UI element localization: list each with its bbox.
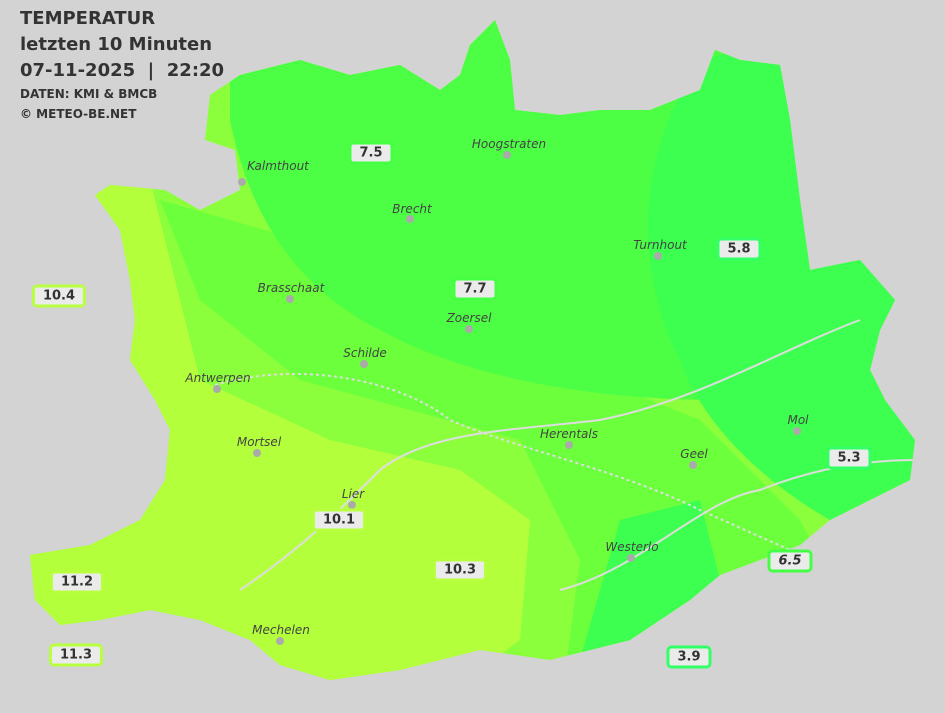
city-label: Mortsel — [236, 435, 282, 449]
city-dot — [276, 637, 284, 645]
temperature-reading[interactable]: 10.1 — [311, 508, 367, 532]
city-dot — [503, 151, 511, 159]
city-dot — [238, 178, 246, 186]
temperature-reading[interactable]: 3.9 — [666, 645, 712, 669]
temperature-reading[interactable]: 10.3 — [432, 558, 488, 582]
city-label: Schilde — [343, 346, 387, 360]
city-dot — [406, 215, 414, 223]
data-source: DATEN: KMI & BMCB — [20, 87, 158, 101]
city-dot — [654, 252, 662, 260]
city-label: Antwerpen — [185, 371, 251, 385]
city-label: Herentals — [540, 427, 598, 441]
city-label: Geel — [680, 447, 708, 461]
map-subtitle: letzten 10 Minuten — [20, 34, 213, 55]
city-label: Brecht — [392, 202, 432, 216]
city-dot — [286, 295, 294, 303]
city-label: Kalmthout — [247, 159, 309, 173]
city-dot — [253, 449, 261, 457]
temperature-reading[interactable]: 5.8 — [716, 237, 762, 261]
city-label: Mol — [787, 413, 809, 427]
temperature-reading[interactable]: 6.5 — [767, 549, 813, 573]
city-label: Mechelen — [252, 623, 310, 637]
city-label: Westerlo — [605, 540, 659, 554]
temperature-reading[interactable]: 7.5 — [348, 141, 394, 165]
city-dot — [627, 554, 635, 562]
city-dot — [360, 360, 368, 368]
city-dot — [565, 441, 573, 449]
temperature-reading[interactable]: 10.4 — [31, 284, 87, 308]
map-datetime: 07-11-2025 | 22:20 — [20, 60, 225, 81]
temperature-reading[interactable]: 7.7 — [452, 277, 498, 301]
temperature-reading[interactable]: 11.2 — [49, 570, 105, 594]
city-label: Zoersel — [446, 311, 492, 325]
city-label: Brasschaat — [257, 281, 325, 295]
city-dot — [689, 461, 697, 469]
city-label: Lier — [341, 487, 365, 501]
city-dot — [348, 501, 356, 509]
map-title: TEMPERATUR — [20, 8, 156, 29]
city-label: Turnhout — [633, 238, 687, 252]
city-label: Hoogstraten — [471, 137, 547, 151]
city-dot — [793, 427, 801, 435]
copyright: © METEO-BE.NET — [20, 107, 137, 121]
city-dot — [465, 325, 473, 333]
temperature-reading[interactable]: 11.3 — [48, 643, 104, 667]
temperature-reading[interactable]: 5.3 — [826, 446, 872, 470]
city-dot — [213, 385, 221, 393]
